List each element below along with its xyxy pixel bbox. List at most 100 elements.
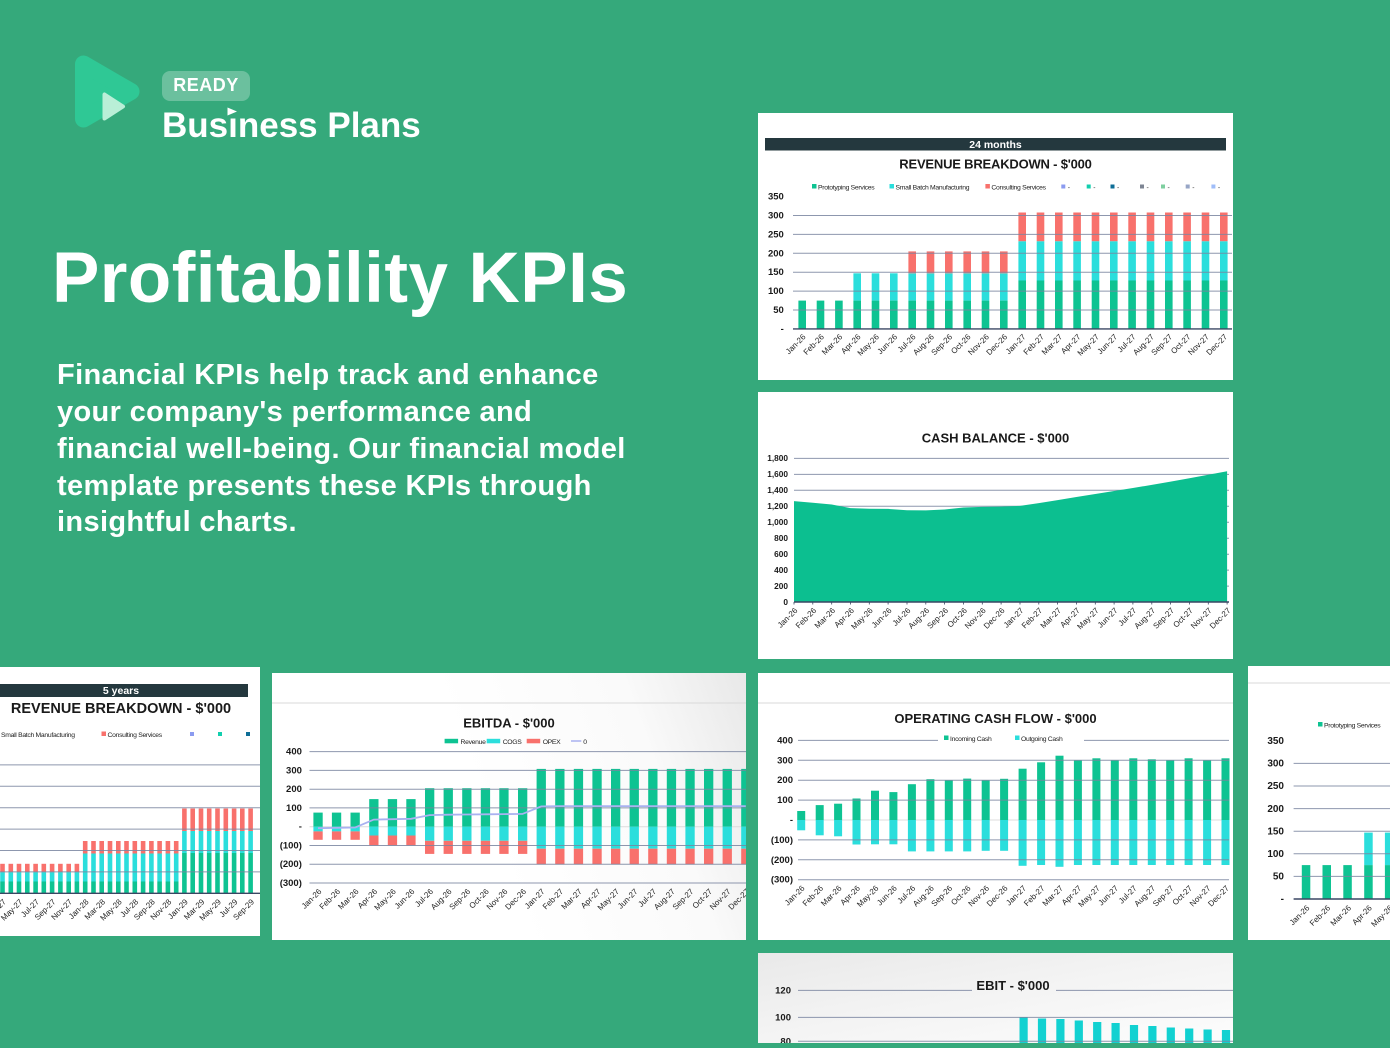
svg-text:-: -: [1147, 185, 1149, 192]
svg-text:1,000: 1,000: [767, 517, 788, 527]
svg-text:Dec-26: Dec-26: [985, 883, 1010, 908]
svg-text:-: -: [1068, 185, 1070, 192]
svg-text:(300): (300): [280, 878, 302, 889]
svg-text:50: 50: [1273, 872, 1285, 883]
svg-text:80: 80: [780, 1036, 791, 1043]
svg-text:(300): (300): [771, 875, 793, 886]
svg-text:May-26: May-26: [855, 883, 881, 909]
svg-text:-: -: [1093, 185, 1095, 192]
svg-text:1,800: 1,800: [767, 453, 788, 463]
svg-text:COGS: COGS: [503, 739, 523, 746]
svg-text:250: 250: [768, 229, 784, 240]
svg-text:350: 350: [768, 192, 784, 203]
svg-text:Small Batch Manufacturing: Small Batch Manufacturing: [896, 185, 970, 192]
svg-text:Jun-26: Jun-26: [870, 606, 894, 630]
svg-text:Incoming Cash: Incoming Cash: [950, 736, 992, 743]
svg-text:Consulting Services: Consulting Services: [108, 732, 163, 739]
svg-text:May-26: May-26: [373, 887, 399, 913]
svg-text:0: 0: [783, 597, 788, 607]
svg-text:Outgoing Cash: Outgoing Cash: [1021, 736, 1063, 743]
svg-text:-: -: [299, 822, 302, 833]
svg-text:100: 100: [1267, 849, 1284, 860]
svg-text:Jun-27: Jun-27: [616, 887, 640, 911]
svg-text:Mar-27: Mar-27: [1039, 606, 1064, 631]
svg-text:200: 200: [777, 775, 793, 786]
svg-text:Dec-26: Dec-26: [985, 332, 1010, 357]
svg-text:Mar-27: Mar-27: [560, 887, 585, 912]
svg-text:600: 600: [774, 549, 788, 559]
svg-text:Sep-27: Sep-27: [1151, 883, 1176, 908]
svg-text:Jan-26: Jan-26: [1288, 903, 1312, 927]
svg-text:Sep-26: Sep-26: [448, 887, 473, 912]
svg-text:24 months: 24 months: [969, 139, 1022, 151]
svg-text:Mar-26: Mar-26: [336, 887, 361, 912]
svg-text:Mar-26: Mar-26: [813, 606, 838, 631]
svg-text:May-27: May-27: [1077, 883, 1103, 909]
svg-text:400: 400: [286, 747, 302, 758]
svg-text:Dec-26: Dec-26: [503, 887, 528, 912]
svg-text:Sep-27: Sep-27: [1150, 332, 1175, 357]
svg-text:(100): (100): [280, 841, 302, 852]
svg-text:Sep-26: Sep-26: [925, 606, 950, 631]
svg-text:Dec-27: Dec-27: [1205, 332, 1230, 357]
svg-text:May-27: May-27: [1075, 606, 1101, 632]
svg-text:300: 300: [1267, 759, 1284, 770]
svg-text:200: 200: [1267, 804, 1284, 815]
svg-text:Sep-26: Sep-26: [930, 883, 955, 908]
svg-text:200: 200: [768, 248, 784, 259]
svg-text:Sep-26: Sep-26: [930, 332, 955, 357]
svg-text:-: -: [790, 815, 793, 826]
svg-text:150: 150: [768, 267, 784, 278]
svg-text:400: 400: [774, 565, 788, 575]
svg-text:Prototyping Services: Prototyping Services: [818, 185, 875, 192]
svg-text:120: 120: [775, 985, 791, 996]
svg-text:Dec-27: Dec-27: [1206, 883, 1231, 908]
svg-text:-: -: [1117, 185, 1119, 192]
svg-text:May-26: May-26: [1369, 903, 1390, 929]
svg-text:(200): (200): [771, 855, 793, 866]
svg-text:5 years: 5 years: [103, 685, 139, 697]
svg-text:Sep-27: Sep-27: [1151, 606, 1176, 631]
svg-text:EBITDA - $'000: EBITDA - $'000: [463, 716, 554, 731]
svg-text:OPEX: OPEX: [543, 739, 561, 746]
svg-text:OPERATING CASH FLOW - $'000: OPERATING CASH FLOW - $'000: [894, 711, 1096, 726]
svg-text:Sep-27: Sep-27: [671, 887, 696, 912]
svg-text:1,200: 1,200: [767, 501, 788, 511]
svg-text:REVENUE BREAKDOWN - $'000: REVENUE BREAKDOWN - $'000: [899, 157, 1091, 172]
svg-text:300: 300: [286, 765, 302, 776]
svg-text:Consulting Services: Consulting Services: [991, 185, 1046, 192]
svg-text:100: 100: [777, 795, 793, 806]
svg-text:(200): (200): [280, 859, 302, 870]
svg-text:Jun-26: Jun-26: [393, 887, 417, 911]
svg-text:1,600: 1,600: [767, 469, 788, 479]
svg-text:1,400: 1,400: [767, 485, 788, 495]
svg-text:Mar-26: Mar-26: [819, 883, 844, 908]
svg-text:-: -: [1168, 185, 1170, 192]
svg-text:Mar-26: Mar-26: [820, 332, 845, 357]
svg-text:May-26: May-26: [849, 606, 875, 632]
svg-text:300: 300: [768, 211, 784, 222]
svg-text:Jun-27: Jun-27: [1097, 883, 1121, 907]
svg-text:250: 250: [1267, 781, 1284, 792]
svg-text:Small Batch Manufacturing: Small Batch Manufacturing: [1, 732, 75, 739]
svg-text:Dec-26: Dec-26: [982, 606, 1007, 631]
svg-text:Mar-26: Mar-26: [1329, 903, 1354, 928]
svg-text:200: 200: [774, 581, 788, 591]
svg-text:(100): (100): [771, 835, 793, 846]
svg-text:400: 400: [777, 735, 793, 746]
svg-text:50: 50: [773, 305, 784, 316]
svg-text:Jun-27: Jun-27: [1096, 332, 1120, 356]
svg-text:EBIT - $'000: EBIT - $'000: [976, 978, 1049, 993]
svg-text:Revenue: Revenue: [461, 739, 487, 746]
svg-text:-: -: [1192, 185, 1194, 192]
svg-text:CASH BALANCE - $'000: CASH BALANCE - $'000: [922, 431, 1070, 446]
svg-text:200: 200: [286, 784, 302, 795]
svg-text:300: 300: [777, 755, 793, 766]
svg-text:100: 100: [286, 803, 302, 814]
svg-text:-: -: [1281, 894, 1284, 905]
svg-text:-: -: [1218, 185, 1220, 192]
svg-text:100: 100: [768, 286, 784, 297]
svg-text:150: 150: [1267, 826, 1284, 837]
svg-text:100: 100: [775, 1012, 791, 1023]
svg-text:350: 350: [1267, 736, 1284, 747]
